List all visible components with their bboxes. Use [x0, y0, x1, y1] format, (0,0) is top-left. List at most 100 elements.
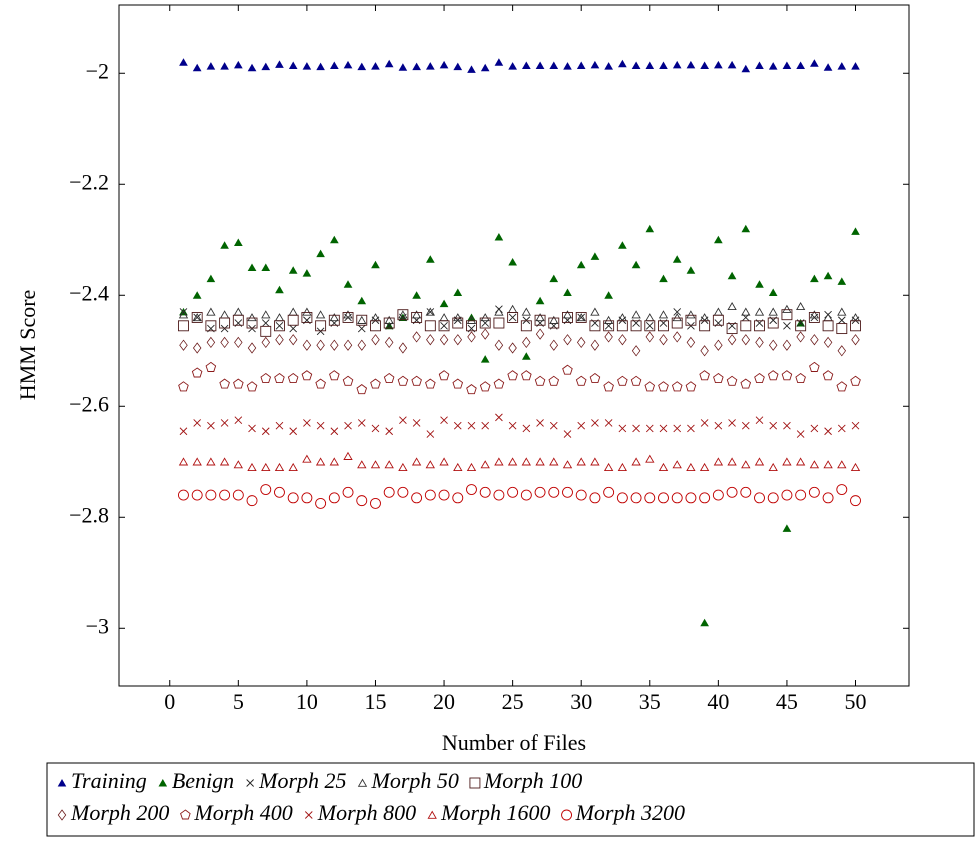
point: [522, 424, 531, 433]
point: [631, 260, 641, 269]
point: [178, 489, 189, 501]
point: [686, 336, 696, 349]
point: [700, 345, 709, 357]
point: [589, 320, 601, 332]
legend-marker: [158, 779, 168, 787]
point: [576, 313, 586, 322]
point: [618, 241, 627, 249]
point: [726, 375, 738, 386]
point: [493, 317, 505, 329]
point: [685, 314, 697, 326]
point: [316, 249, 325, 258]
point: [191, 367, 203, 378]
point: [521, 457, 531, 466]
point: [795, 489, 807, 501]
point: [493, 489, 505, 501]
point: [453, 313, 463, 322]
point: [192, 291, 202, 299]
point: [493, 378, 505, 389]
point: [261, 319, 270, 327]
point: [783, 421, 791, 430]
point: [329, 313, 339, 322]
point: [713, 307, 724, 316]
point: [727, 457, 737, 466]
point: [850, 462, 861, 472]
point: [809, 310, 820, 319]
point: [563, 334, 572, 346]
point: [728, 419, 736, 427]
point: [356, 384, 368, 395]
point: [741, 334, 751, 346]
point: [507, 457, 518, 466]
point: [343, 339, 353, 351]
y-axis-label: HMM Score: [15, 290, 40, 401]
point: [712, 314, 724, 326]
point: [685, 492, 697, 504]
point: [659, 334, 668, 346]
point: [467, 331, 476, 343]
point: [330, 61, 339, 69]
point: [699, 462, 710, 472]
y-tick-label: −2.6: [69, 391, 109, 416]
point: [686, 266, 696, 274]
point: [576, 260, 586, 269]
x-tick-label: 50: [845, 689, 867, 714]
point: [522, 316, 531, 325]
point: [466, 462, 477, 472]
legend-marker: [246, 779, 254, 787]
point: [616, 492, 628, 504]
point: [823, 63, 833, 71]
point: [808, 486, 820, 498]
point: [440, 416, 448, 424]
point: [618, 424, 627, 433]
legend-marker: [561, 809, 573, 821]
point: [232, 314, 244, 326]
point: [617, 375, 628, 386]
point: [207, 421, 215, 430]
point: [480, 460, 490, 469]
point: [658, 310, 669, 319]
point: [507, 304, 518, 313]
point: [576, 61, 586, 69]
point: [699, 370, 710, 381]
point: [589, 492, 601, 504]
point: [535, 313, 545, 322]
point: [603, 381, 614, 392]
point: [316, 62, 325, 71]
point: [809, 361, 820, 372]
point: [672, 460, 682, 469]
point: [397, 375, 409, 386]
point: [288, 307, 298, 316]
point: [549, 315, 559, 324]
point: [535, 296, 545, 305]
point: [411, 312, 423, 323]
point: [603, 462, 614, 472]
point: [837, 424, 846, 433]
point: [234, 238, 243, 246]
point: [357, 460, 367, 469]
point: [768, 462, 778, 472]
point: [672, 255, 682, 263]
point: [328, 314, 340, 326]
point: [726, 486, 738, 498]
point: [687, 424, 695, 433]
point: [384, 315, 394, 324]
plot-frame: [118, 4, 910, 687]
point: [783, 321, 791, 330]
point: [412, 419, 421, 427]
point: [371, 334, 380, 346]
point: [782, 524, 792, 532]
point: [714, 235, 723, 244]
y-tick-label: −2.4: [69, 280, 109, 305]
point: [205, 361, 217, 372]
point: [631, 345, 641, 357]
point: [508, 313, 517, 322]
point: [645, 224, 655, 233]
point: [261, 62, 271, 71]
point: [330, 339, 339, 351]
point: [549, 61, 559, 69]
point: [548, 317, 560, 329]
point: [562, 310, 573, 319]
point: [851, 62, 860, 70]
point: [343, 451, 353, 460]
